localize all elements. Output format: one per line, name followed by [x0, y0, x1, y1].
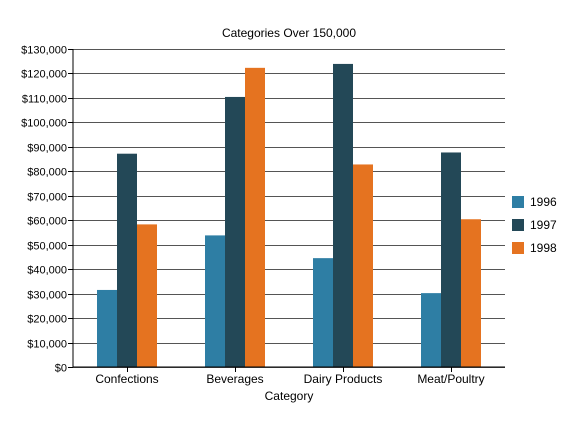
bar-1996-2 — [205, 235, 225, 367]
y-tick-label: $10,000 — [27, 339, 67, 351]
bars — [97, 63, 481, 368]
legend: 1996 1997 1998 — [512, 195, 557, 255]
bar-1996-3 — [313, 258, 333, 367]
y-axis-ticks: $0 $10,000 $20,000 $30,000 $40,000 $50,000 $60… — [21, 45, 73, 375]
legend-swatch-1997 — [512, 219, 524, 231]
y-tick-label: $40,000 — [27, 265, 67, 277]
y-tick-label: $110,000 — [22, 94, 67, 106]
y-tick-label: $0 — [55, 363, 67, 375]
y-tick-label: $100,000 — [21, 118, 67, 130]
legend-label-1997: 1997 — [530, 218, 557, 232]
y-tick-label: $70,000 — [27, 192, 67, 204]
y-tick-label: $20,000 — [27, 314, 67, 326]
y-tick-label: $30,000 — [27, 290, 67, 302]
legend-label-1996: 1996 — [530, 195, 557, 209]
bar-1997-3 — [333, 63, 353, 367]
y-tick-label: $80,000 — [27, 167, 67, 179]
x-axis-title: Category — [265, 389, 314, 403]
legend-label-1998: 1998 — [530, 241, 557, 255]
x-tick-label: Dairy Products — [304, 372, 383, 386]
y-tick-label: $120,000 — [21, 69, 67, 81]
bar-1997-2 — [225, 96, 245, 368]
legend-swatch-1998 — [512, 242, 524, 254]
bar-1997-4 — [441, 152, 461, 367]
x-axis-ticks: Confections Beverages Dairy Products Meat/P… — [95, 367, 485, 386]
bar-1998-2 — [245, 67, 265, 367]
y-tick-label: $50,000 — [27, 241, 67, 253]
bar-1996-1 — [97, 289, 117, 367]
x-tick-label: Beverages — [206, 372, 263, 386]
bar-1998-1 — [137, 224, 157, 367]
y-tick-label: $130,000 — [21, 45, 67, 57]
bar-1996-4 — [421, 293, 441, 367]
y-tick-label: $90,000 — [27, 143, 67, 155]
bar-1997-1 — [117, 153, 137, 367]
chart-title: Categories Over 150,000 — [222, 26, 356, 40]
bar-1998-3 — [353, 164, 373, 367]
y-tick-label: $60,000 — [27, 216, 67, 228]
x-tick-label: Confections — [95, 372, 158, 386]
bar-1998-4 — [461, 219, 481, 367]
legend-swatch-1996 — [512, 196, 524, 208]
x-tick-label: Meat/Poultry — [417, 372, 484, 386]
